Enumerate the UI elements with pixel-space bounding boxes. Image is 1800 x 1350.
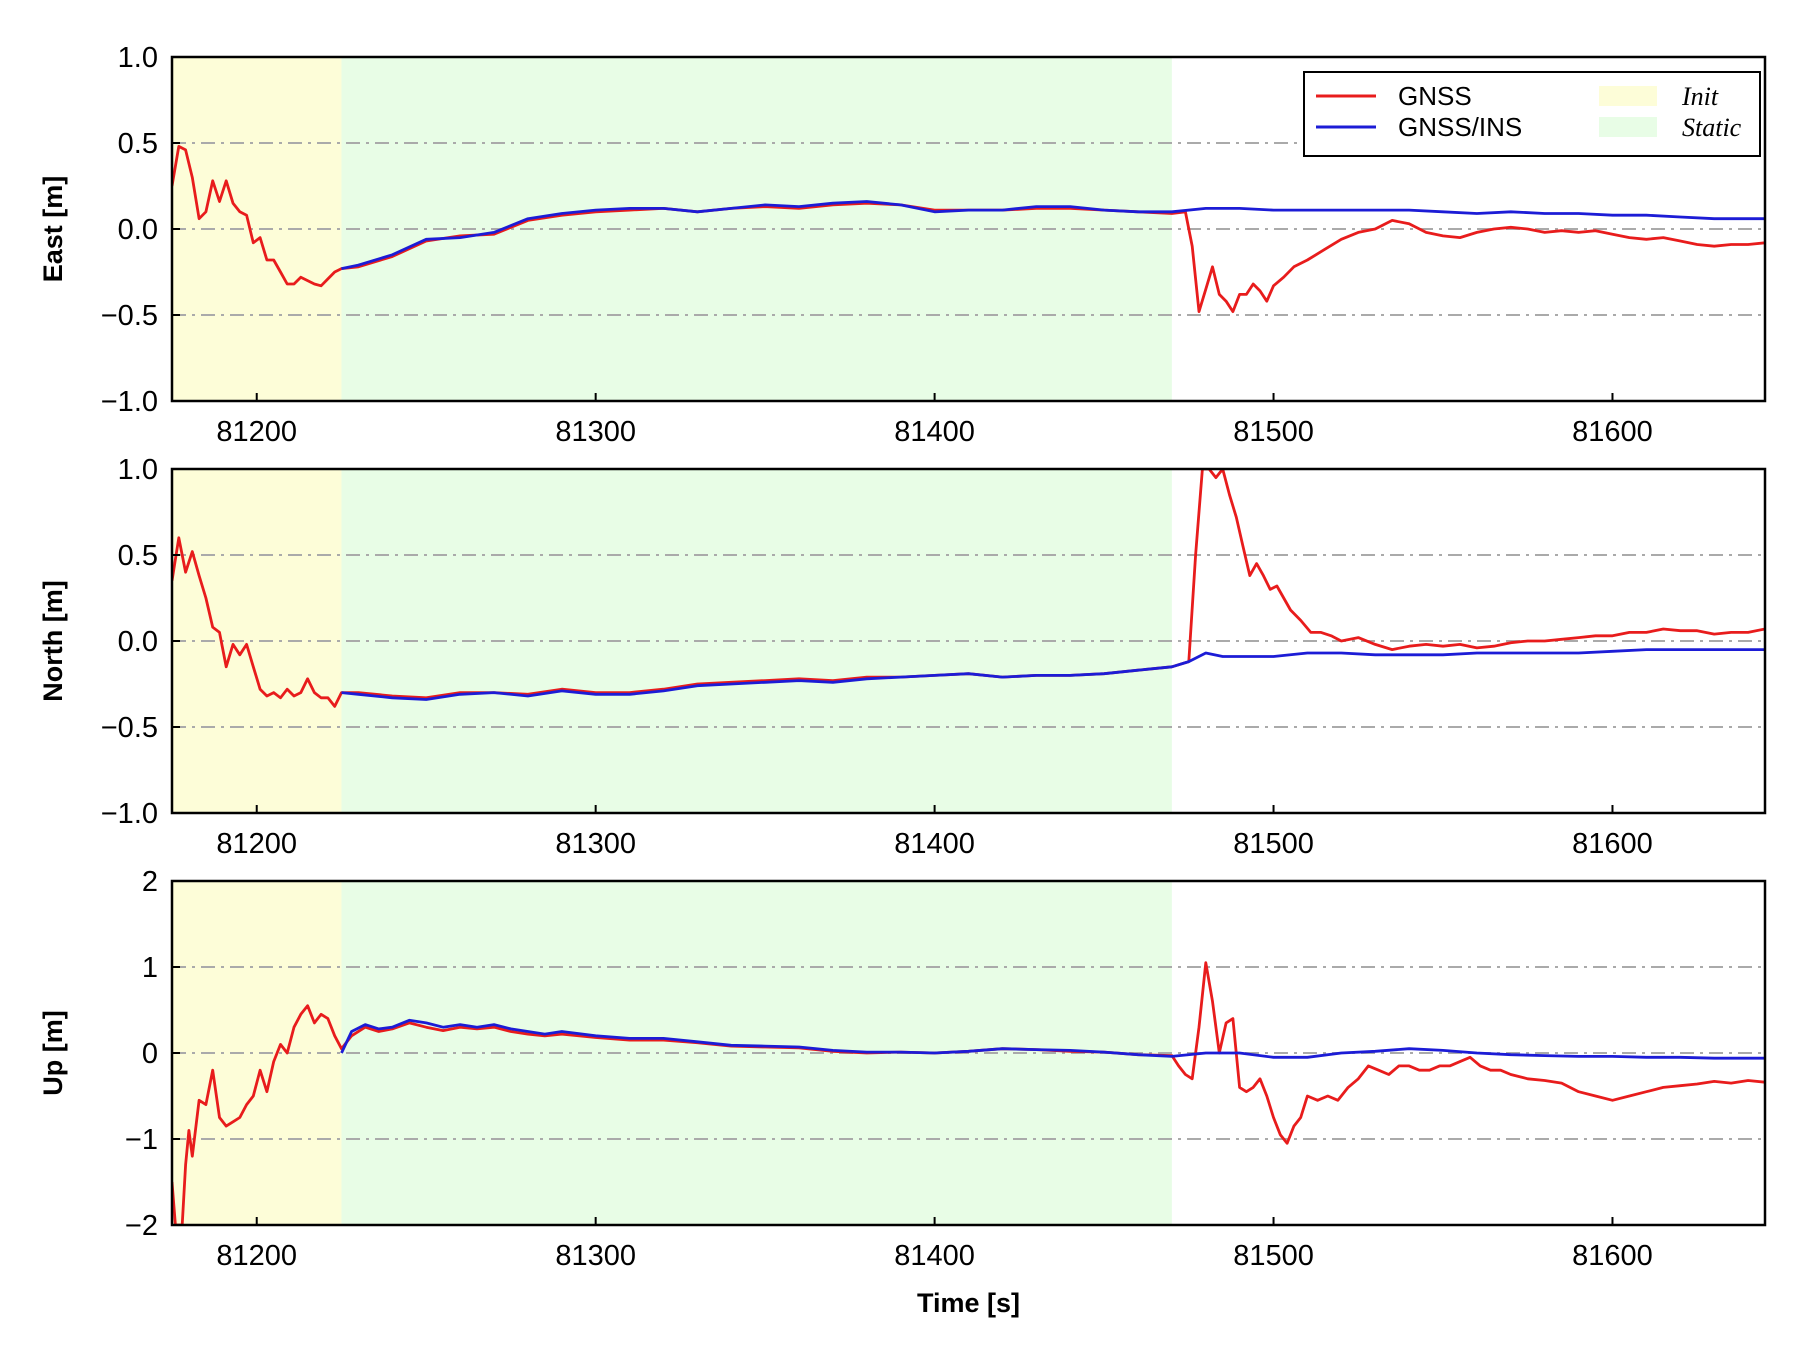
series-line-gnss-ins bbox=[340, 1018, 1765, 1060]
region-init bbox=[172, 469, 342, 813]
x-tick-label: 81600 bbox=[1572, 416, 1653, 448]
y-tick-label: 1 bbox=[142, 952, 158, 984]
y-tick-label: 1.0 bbox=[118, 42, 158, 74]
legend-label: Static bbox=[1682, 113, 1742, 142]
x-tick-label: 81400 bbox=[894, 828, 975, 860]
y-tick-label: 1.0 bbox=[118, 454, 158, 486]
y-axis-label: North [m] bbox=[38, 580, 68, 701]
y-tick-label: −0.5 bbox=[101, 712, 158, 744]
y-tick-label: 0 bbox=[142, 1038, 158, 1070]
x-tick-label: 81300 bbox=[555, 416, 636, 448]
x-tick-label: 81400 bbox=[894, 416, 975, 448]
y-axis-label: East [m] bbox=[38, 176, 68, 283]
x-tick-label: 81500 bbox=[1233, 828, 1314, 860]
y-tick-label: 0.5 bbox=[118, 540, 158, 572]
x-tick-label: 81500 bbox=[1233, 416, 1314, 448]
x-tick-label: 81300 bbox=[555, 1240, 636, 1272]
x-tick-label: 81600 bbox=[1572, 828, 1653, 860]
y-tick-label: 0.5 bbox=[118, 128, 158, 160]
y-tick-label: 2 bbox=[142, 866, 158, 898]
y-tick-label: 0.0 bbox=[118, 214, 158, 246]
y-tick-label: −0.5 bbox=[101, 300, 158, 332]
legend-patch-static bbox=[1599, 117, 1657, 137]
legend-patch-init bbox=[1599, 86, 1657, 106]
panel-up: −2 −1 0 1 2 81200 81300 81400 81500 81600 Up [m] bbox=[38, 866, 1767, 1272]
x-tick-label: 81500 bbox=[1233, 1240, 1314, 1272]
x-tick-label: 81200 bbox=[216, 1240, 297, 1272]
y-axis-label: Up [m] bbox=[38, 1010, 68, 1095]
x-tick-label: 81300 bbox=[555, 828, 636, 860]
panel-east: −1.0 −0.5 0.0 0.5 1.0 81200 81300 81400 81500 816… bbox=[38, 42, 1767, 448]
y-tick-label: −1.0 bbox=[101, 386, 158, 418]
series-line-gnss-ins bbox=[341, 648, 1765, 701]
series-line-gnss-ins bbox=[341, 200, 1765, 270]
y-tick-label: −2 bbox=[125, 1210, 158, 1242]
legend-label: GNSS bbox=[1398, 81, 1472, 111]
region-init bbox=[172, 57, 342, 401]
y-tick-label: 0.0 bbox=[118, 626, 158, 658]
x-axis-label: Time [s] bbox=[917, 1288, 1020, 1318]
x-tick-label: 81400 bbox=[894, 1240, 975, 1272]
panel-north: −1.0 −0.5 0.0 0.5 1.0 81200 81300 81400 81500 816… bbox=[38, 454, 1767, 860]
y-tick-label: −1 bbox=[125, 1124, 158, 1156]
region-init bbox=[172, 881, 342, 1225]
y-tick-label: −1.0 bbox=[101, 798, 158, 830]
x-tick-label: 81600 bbox=[1572, 1240, 1653, 1272]
panels: −1.0 −0.5 0.0 0.5 1.0 81200 81300 81400 81500 816… bbox=[38, 42, 1767, 1272]
legend-label: GNSS/INS bbox=[1398, 112, 1522, 142]
legend-label: Init bbox=[1681, 82, 1719, 111]
x-tick-label: 81200 bbox=[216, 828, 297, 860]
series-line-gnss bbox=[172, 145, 1765, 313]
x-tick-label: 81200 bbox=[216, 416, 297, 448]
legend-box bbox=[1303, 71, 1761, 157]
